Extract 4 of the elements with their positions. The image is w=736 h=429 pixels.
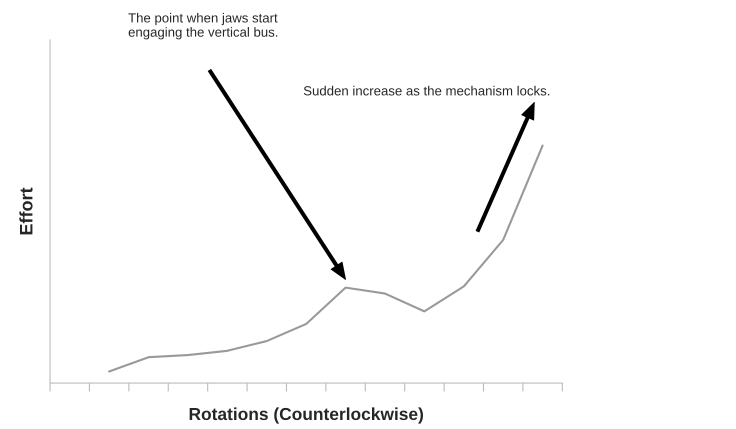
text: The point when jaws start engaging the vertical bus.: [128, 12, 278, 40]
y-axis-title: Effort: [19, 188, 33, 234]
x-axis-title: Rotations (Counterlockwise): [190, 407, 423, 424]
text: Sudden increase as the mechanism locks.: [304, 86, 550, 96]
